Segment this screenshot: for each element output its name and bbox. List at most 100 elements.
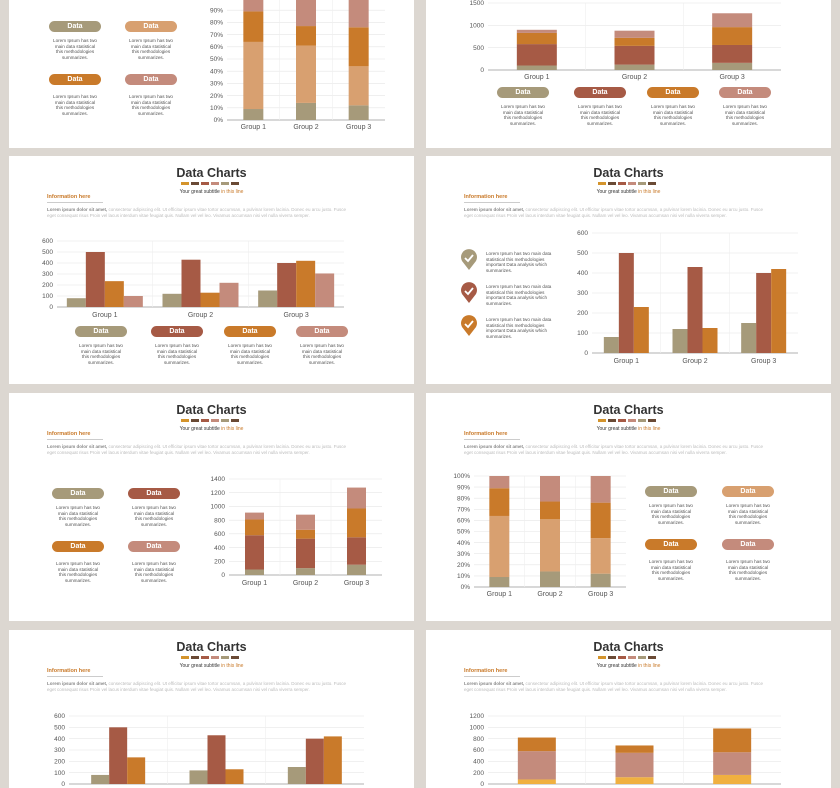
y-tick-label: 400 — [54, 736, 65, 743]
y-tick-label: 0 — [584, 350, 588, 357]
bar — [109, 727, 128, 784]
pill-description: Lorem Ipsum has two main data statistical… — [53, 94, 97, 116]
y-tick-label: 1000 — [470, 725, 485, 732]
bar — [618, 253, 634, 353]
y-tick-label: 500 — [54, 725, 65, 732]
info-header: Information here — [464, 668, 508, 674]
slide-subtitle: Your great subtitle in this line — [596, 663, 661, 669]
x-tick-label: Group 1 — [241, 124, 266, 131]
y-tick-label: 600 — [42, 238, 53, 245]
slide-6: Data Charts Your great subtitle in this … — [426, 393, 831, 621]
bar — [347, 508, 366, 538]
data-pill: Data — [719, 87, 771, 98]
bar — [603, 337, 619, 353]
y-tick-label: 50% — [457, 529, 470, 536]
y-tick-label: 600 — [577, 230, 588, 237]
data-pill: Data — [296, 326, 348, 337]
bar — [614, 45, 655, 65]
bar — [516, 44, 557, 66]
bar — [712, 13, 753, 28]
lorem-paragraph: Lorem ipsum dolor sit amet, consectetur … — [47, 207, 347, 218]
data-pill: Data — [52, 541, 104, 552]
pill-description: Lorem Ipsum has two main data statistical… — [649, 559, 693, 581]
bar — [540, 476, 560, 502]
bar — [104, 281, 124, 307]
chart-svg: 0% 10% 20% 30% 40% 50% 60% 70% 80% 90% 100% Group 1… — [453, 473, 626, 598]
slide-7: Data Charts Your great subtitle in this … — [9, 630, 414, 788]
bar — [687, 267, 703, 353]
slide-title: Data Charts — [176, 166, 247, 180]
y-tick-label: 500 — [577, 250, 588, 257]
info-header: Information here — [464, 431, 508, 437]
slide-subtitle: Your great subtitle in this line — [596, 189, 661, 195]
check-description: Lorem Ipsum has two main data statistical… — [486, 284, 552, 306]
x-tick-label: Group 3 — [346, 124, 371, 131]
bar — [245, 569, 264, 575]
slide-subtitle: Your great subtitle in this line — [596, 426, 661, 432]
y-tick-label: 400 — [473, 759, 484, 766]
bar — [590, 573, 611, 587]
y-tick-label: 0% — [214, 117, 224, 124]
chart-svg: 0 100 200 300 400 500 600 Group 1 Group 2 Group 3 — [42, 238, 344, 319]
bar — [741, 323, 757, 353]
slide-4: Data Charts Your great subtitle in this … — [426, 156, 831, 384]
bar — [489, 577, 510, 587]
x-tick-label: Group 3 — [720, 74, 745, 81]
y-tick-label: 300 — [54, 747, 65, 754]
y-tick-label: 200 — [577, 310, 588, 317]
bar — [243, 41, 264, 110]
x-tick-label: Group 3 — [284, 312, 309, 319]
data-pill: Data — [645, 486, 697, 497]
y-tick-label: 80% — [210, 20, 223, 27]
bar — [614, 64, 655, 70]
data-pill: Data — [52, 488, 104, 499]
bar — [296, 568, 315, 575]
slide-subtitle: Your great subtitle in this line — [179, 189, 244, 195]
slide-8: Data Charts Your great subtitle in this … — [426, 630, 831, 788]
data-pill: Data — [151, 326, 203, 337]
pill-description: Lorem Ipsum has two main data statistical… — [578, 104, 622, 126]
x-tick-label: Group 2 — [622, 74, 647, 81]
title-decoration — [181, 419, 239, 422]
pill-description: Lorem Ipsum has two main data statistical… — [79, 343, 123, 365]
y-tick-label: 90% — [457, 484, 470, 491]
title-decoration — [598, 182, 656, 185]
info-divider — [47, 439, 103, 440]
bar — [347, 487, 366, 509]
bar — [516, 65, 557, 70]
bar — [614, 30, 655, 38]
data-pill: Data — [49, 21, 101, 32]
bar — [243, 0, 264, 12]
bar — [296, 26, 316, 46]
x-tick-label: Group 1 — [614, 358, 639, 365]
y-tick-label: 100 — [42, 293, 53, 300]
y-tick-label: 600 — [214, 531, 225, 538]
info-header: Information here — [47, 431, 91, 437]
bar — [517, 751, 556, 780]
check-description: Lorem Ipsum has two main data statistical… — [486, 251, 552, 273]
bar — [517, 737, 556, 752]
pill-description: Lorem Ipsum has two main data statistical… — [726, 503, 770, 525]
data-pill: Data — [722, 486, 774, 497]
data-pill: Data — [647, 87, 699, 98]
x-tick-label: Group 2 — [293, 580, 318, 587]
pill-description: Lorem Ipsum has two main data statistical… — [726, 559, 770, 581]
data-pill: Data — [125, 74, 177, 85]
bar — [296, 529, 315, 539]
y-tick-label: 600 — [473, 747, 484, 754]
bar — [712, 44, 753, 63]
bar — [633, 307, 649, 353]
pill-description: Lorem Ipsum has two main data statistical… — [723, 104, 767, 126]
bar — [489, 488, 510, 516]
pill-description: Lorem Ipsum has two main data statistical… — [155, 343, 199, 365]
info-divider — [464, 202, 520, 203]
y-tick-label: 1000 — [470, 23, 485, 30]
x-tick-label: Group 2 — [188, 312, 213, 319]
y-tick-label: 0 — [480, 781, 484, 788]
bar — [489, 476, 510, 489]
bar — [296, 260, 316, 307]
x-tick-label: Group 3 — [344, 580, 369, 587]
pill-description: Lorem Ipsum has two main data statistical… — [501, 104, 545, 126]
bar — [516, 32, 557, 45]
lorem-paragraph: Lorem ipsum dolor sit amet, consectetur … — [47, 444, 347, 455]
